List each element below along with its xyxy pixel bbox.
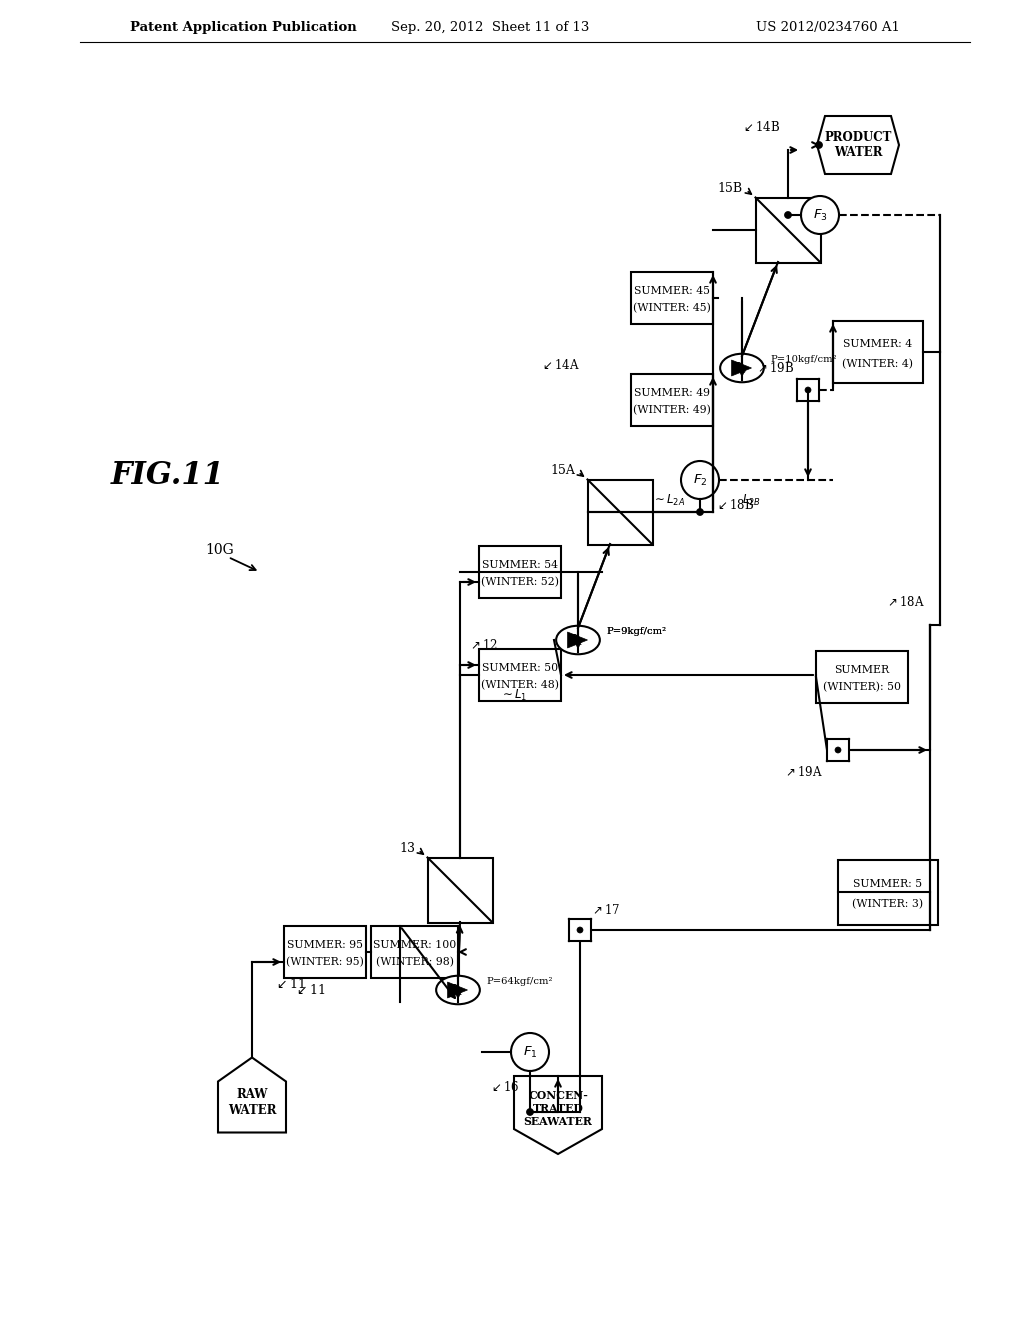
- Polygon shape: [731, 360, 752, 376]
- Text: $P_1$: $P_1$: [450, 982, 463, 998]
- Text: $L_{2B}$: $L_{2B}$: [742, 492, 761, 508]
- Text: $\nearrow$18A: $\nearrow$18A: [885, 595, 925, 609]
- Text: P=10kgf/cm²: P=10kgf/cm²: [770, 355, 837, 364]
- Text: (WINTER): 50: (WINTER): 50: [823, 681, 901, 692]
- Circle shape: [815, 141, 822, 149]
- Circle shape: [784, 211, 792, 219]
- Circle shape: [696, 508, 703, 516]
- Text: RAW
WATER: RAW WATER: [227, 1089, 276, 1117]
- Bar: [631, 272, 713, 323]
- Text: 13: 13: [399, 842, 415, 854]
- Text: 15B: 15B: [718, 181, 743, 194]
- Text: $\swarrow$11: $\swarrow$11: [294, 983, 326, 997]
- Text: SUMMER: 100: SUMMER: 100: [374, 940, 457, 950]
- Text: $\swarrow$14A: $\swarrow$14A: [540, 358, 580, 372]
- Text: SUMMER: 50: SUMMER: 50: [482, 663, 558, 673]
- Text: $\sim L_1$: $\sim L_1$: [500, 688, 527, 702]
- Circle shape: [801, 195, 839, 234]
- Text: $\nearrow$19B: $\nearrow$19B: [755, 360, 794, 375]
- Bar: [816, 651, 908, 704]
- Ellipse shape: [556, 626, 600, 655]
- Text: $\nearrow$12: $\nearrow$12: [468, 638, 498, 652]
- Text: 10G: 10G: [206, 543, 234, 557]
- Text: $\swarrow$11: $\swarrow$11: [274, 977, 305, 991]
- Polygon shape: [218, 1057, 286, 1133]
- Text: SUMMER: SUMMER: [835, 665, 890, 676]
- Bar: [479, 546, 561, 598]
- Text: (WINTER: 98): (WINTER: 98): [376, 957, 454, 968]
- Bar: [479, 649, 561, 701]
- Circle shape: [681, 461, 719, 499]
- Circle shape: [511, 1034, 549, 1071]
- Text: $F_3$: $F_3$: [813, 207, 827, 223]
- Text: SUMMER: 49: SUMMER: 49: [634, 388, 710, 399]
- Bar: [631, 374, 713, 426]
- Text: (WINTER: 95): (WINTER: 95): [286, 957, 364, 968]
- Text: $F_1$: $F_1$: [522, 1044, 538, 1060]
- Bar: [284, 927, 366, 978]
- Text: PRODUCT
WATER: PRODUCT WATER: [824, 131, 892, 158]
- Text: $P_3$: $P_3$: [733, 360, 746, 376]
- Bar: [756, 198, 820, 263]
- Text: $\swarrow$16: $\swarrow$16: [489, 1080, 520, 1094]
- Text: (WINTER: 3): (WINTER: 3): [852, 899, 924, 909]
- Text: (WINTER: 45): (WINTER: 45): [633, 302, 711, 313]
- Text: CONCEN-
TRATED
SEAWATER: CONCEN- TRATED SEAWATER: [523, 1090, 593, 1127]
- Text: P=9kgf/cm²: P=9kgf/cm²: [606, 627, 667, 636]
- Polygon shape: [817, 116, 899, 174]
- Text: SUMMER: 5: SUMMER: 5: [853, 879, 923, 888]
- Text: (WINTER: 48): (WINTER: 48): [481, 680, 559, 690]
- Text: SUMMER: 4: SUMMER: 4: [844, 339, 912, 348]
- Text: SUMMER: 45: SUMMER: 45: [634, 286, 710, 296]
- Circle shape: [835, 747, 841, 752]
- Text: P=9kgf/cm²: P=9kgf/cm²: [606, 627, 667, 636]
- Text: $\swarrow$14B: $\swarrow$14B: [740, 120, 780, 135]
- Polygon shape: [567, 632, 588, 648]
- Circle shape: [526, 1109, 534, 1115]
- Polygon shape: [514, 1076, 602, 1154]
- Text: $\nearrow$19A: $\nearrow$19A: [783, 766, 823, 779]
- Text: $\nearrow$17: $\nearrow$17: [590, 903, 621, 917]
- Bar: [797, 379, 819, 401]
- Polygon shape: [447, 982, 468, 998]
- Ellipse shape: [720, 354, 764, 383]
- Bar: [569, 919, 591, 941]
- Bar: [588, 479, 652, 544]
- Text: US 2012/0234760 A1: US 2012/0234760 A1: [756, 21, 900, 33]
- Bar: [838, 859, 938, 924]
- Text: SUMMER: 95: SUMMER: 95: [287, 940, 362, 950]
- Bar: [827, 739, 849, 762]
- Ellipse shape: [436, 975, 480, 1005]
- Text: $\swarrow$18B: $\swarrow$18B: [715, 498, 755, 512]
- Text: Patent Application Publication: Patent Application Publication: [130, 21, 356, 33]
- Bar: [427, 858, 493, 923]
- Text: (WINTER: 4): (WINTER: 4): [843, 359, 913, 368]
- Bar: [371, 927, 459, 978]
- Text: (WINTER: 52): (WINTER: 52): [481, 577, 559, 587]
- Text: (WINTER: 49): (WINTER: 49): [633, 405, 711, 414]
- Text: $\sim L_{2A}$: $\sim L_{2A}$: [652, 492, 685, 508]
- Text: SUMMER: 54: SUMMER: 54: [482, 560, 558, 570]
- Bar: [833, 321, 923, 383]
- Text: 15A: 15A: [550, 463, 575, 477]
- Circle shape: [577, 927, 583, 933]
- Circle shape: [805, 387, 811, 393]
- Text: FIG.11: FIG.11: [111, 459, 225, 491]
- Text: P=64kgf/cm²: P=64kgf/cm²: [486, 978, 553, 986]
- Text: $P_2$: $P_2$: [569, 632, 583, 648]
- Text: $F_2$: $F_2$: [693, 473, 708, 487]
- Text: Sep. 20, 2012  Sheet 11 of 13: Sep. 20, 2012 Sheet 11 of 13: [391, 21, 589, 33]
